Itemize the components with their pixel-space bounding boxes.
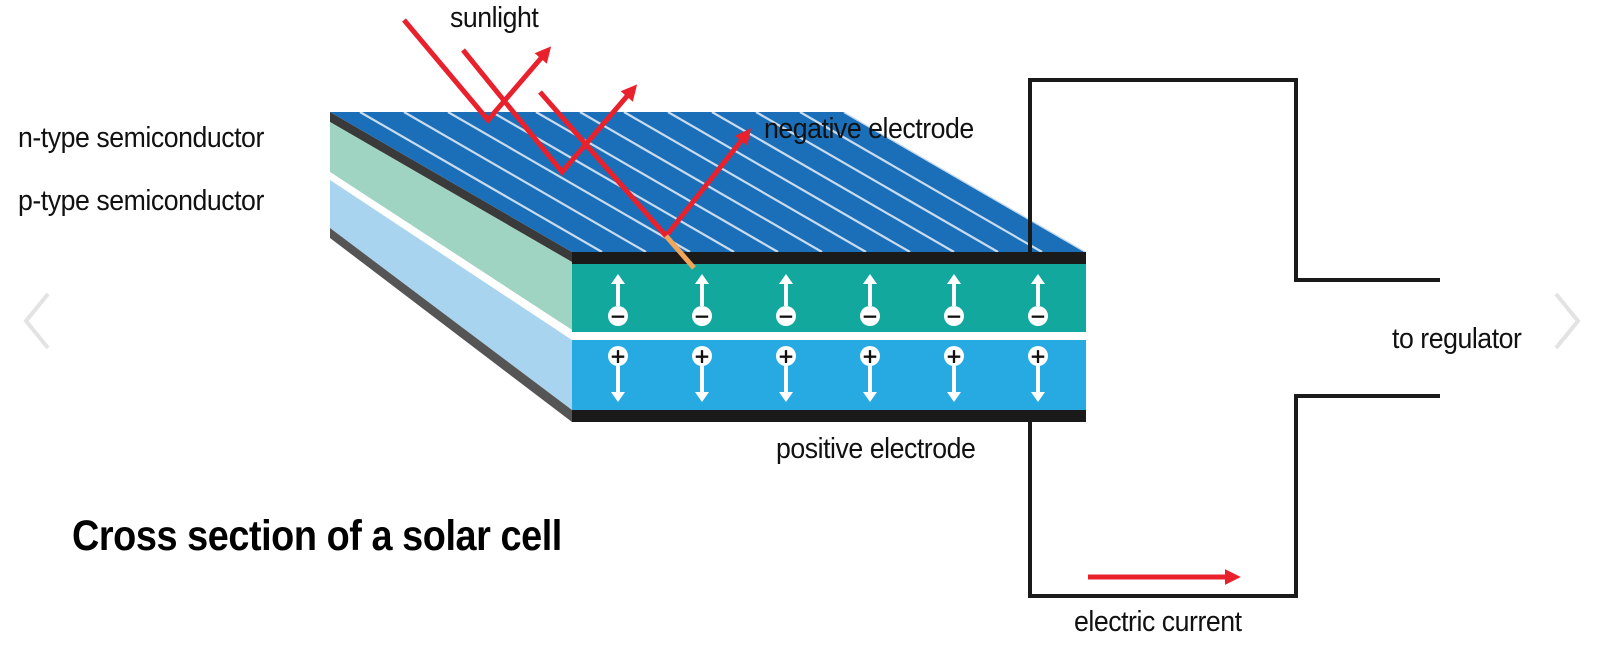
electron-charge-symbol: −	[610, 304, 627, 328]
electron-arrow-head	[611, 274, 625, 284]
n-layer-side	[330, 122, 572, 330]
absorbed-ray	[664, 234, 696, 270]
electron-arrow-head	[779, 274, 793, 284]
circuit-wire	[1028, 78, 1440, 282]
carousel-prev-button[interactable]	[18, 286, 58, 356]
electron-charge-symbol: −	[862, 304, 879, 328]
hole-charge	[692, 346, 712, 366]
negative-electrode-label: negative electrode	[764, 113, 974, 145]
grid-line	[447, 112, 691, 252]
hole-charge-symbol: +	[862, 344, 879, 368]
hole-charge	[776, 346, 796, 366]
grid-line	[843, 112, 1086, 252]
bottom-electrode-side	[330, 228, 572, 422]
n-layer-front	[572, 264, 1086, 332]
hole-charge-symbol: +	[694, 344, 711, 368]
electron-arrow-head	[863, 274, 877, 284]
electron-charge	[692, 306, 712, 326]
charge-carriers: − + − + − + − + − + − +	[608, 274, 1048, 402]
hole-arrow-head	[1031, 392, 1045, 402]
circuit-wire-return	[1028, 394, 1440, 598]
grid-line	[359, 112, 603, 252]
positive-electrode-front	[572, 410, 1086, 422]
electron-charge	[1028, 306, 1048, 326]
hole-charge-symbol: +	[946, 344, 963, 368]
grid-line	[403, 112, 647, 252]
positive-electrode-label: positive electrode	[776, 433, 976, 465]
to-regulator-label: to regulator	[1392, 323, 1522, 355]
hole-charge-symbol: +	[1030, 344, 1047, 368]
grid-lines	[359, 112, 1086, 252]
separator-front	[572, 332, 1086, 340]
sunlight-ray-2	[461, 48, 638, 176]
carousel-next-button[interactable]	[1546, 286, 1586, 356]
hole-charge	[860, 346, 880, 366]
sunlight-label: sunlight	[450, 2, 539, 34]
hole-arrow-head	[779, 392, 793, 402]
electron-arrow-head	[947, 274, 961, 284]
page-title: Cross section of a solar cell	[72, 512, 562, 560]
grid-line	[755, 112, 999, 252]
electron-charge	[860, 306, 880, 326]
p-type-label: p-type semiconductor	[18, 185, 264, 217]
electron-arrow-head	[1031, 274, 1045, 284]
p-layer-front	[572, 340, 1086, 410]
electron-charge-symbol: −	[778, 304, 795, 328]
hole-arrow-head	[947, 392, 961, 402]
electron-charge	[944, 306, 964, 326]
hole-charge-symbol: +	[610, 344, 627, 368]
hole-charge-symbol: +	[778, 344, 795, 368]
grid-line	[579, 112, 823, 252]
hole-arrow-head	[695, 392, 709, 402]
electron-arrow-head	[695, 274, 709, 284]
p-layer-side	[330, 180, 572, 410]
electric-current-label: electric current	[1074, 606, 1242, 638]
electron-charge	[608, 306, 628, 326]
electron-charge-symbol: −	[1030, 304, 1047, 328]
negative-electrode-front	[572, 252, 1086, 264]
separator-side	[330, 172, 572, 340]
grid-line	[623, 112, 867, 252]
sunlight-ray-1	[402, 18, 552, 124]
chevron-left-icon	[23, 292, 50, 350]
grid-line	[667, 112, 911, 252]
electron-charge	[776, 306, 796, 326]
grid-line	[799, 112, 1043, 252]
hole-arrow-head	[611, 392, 625, 402]
hole-charge	[608, 346, 628, 366]
n-type-label: n-type semiconductor	[18, 122, 264, 154]
hole-charge	[1028, 346, 1048, 366]
chevron-right-icon	[1554, 292, 1581, 350]
electron-charge-symbol: −	[694, 304, 711, 328]
hole-arrow-head	[863, 392, 877, 402]
top-electrode-side	[330, 112, 572, 262]
hole-charge	[944, 346, 964, 366]
grid-line	[711, 112, 955, 252]
electron-charge-symbol: −	[946, 304, 963, 328]
